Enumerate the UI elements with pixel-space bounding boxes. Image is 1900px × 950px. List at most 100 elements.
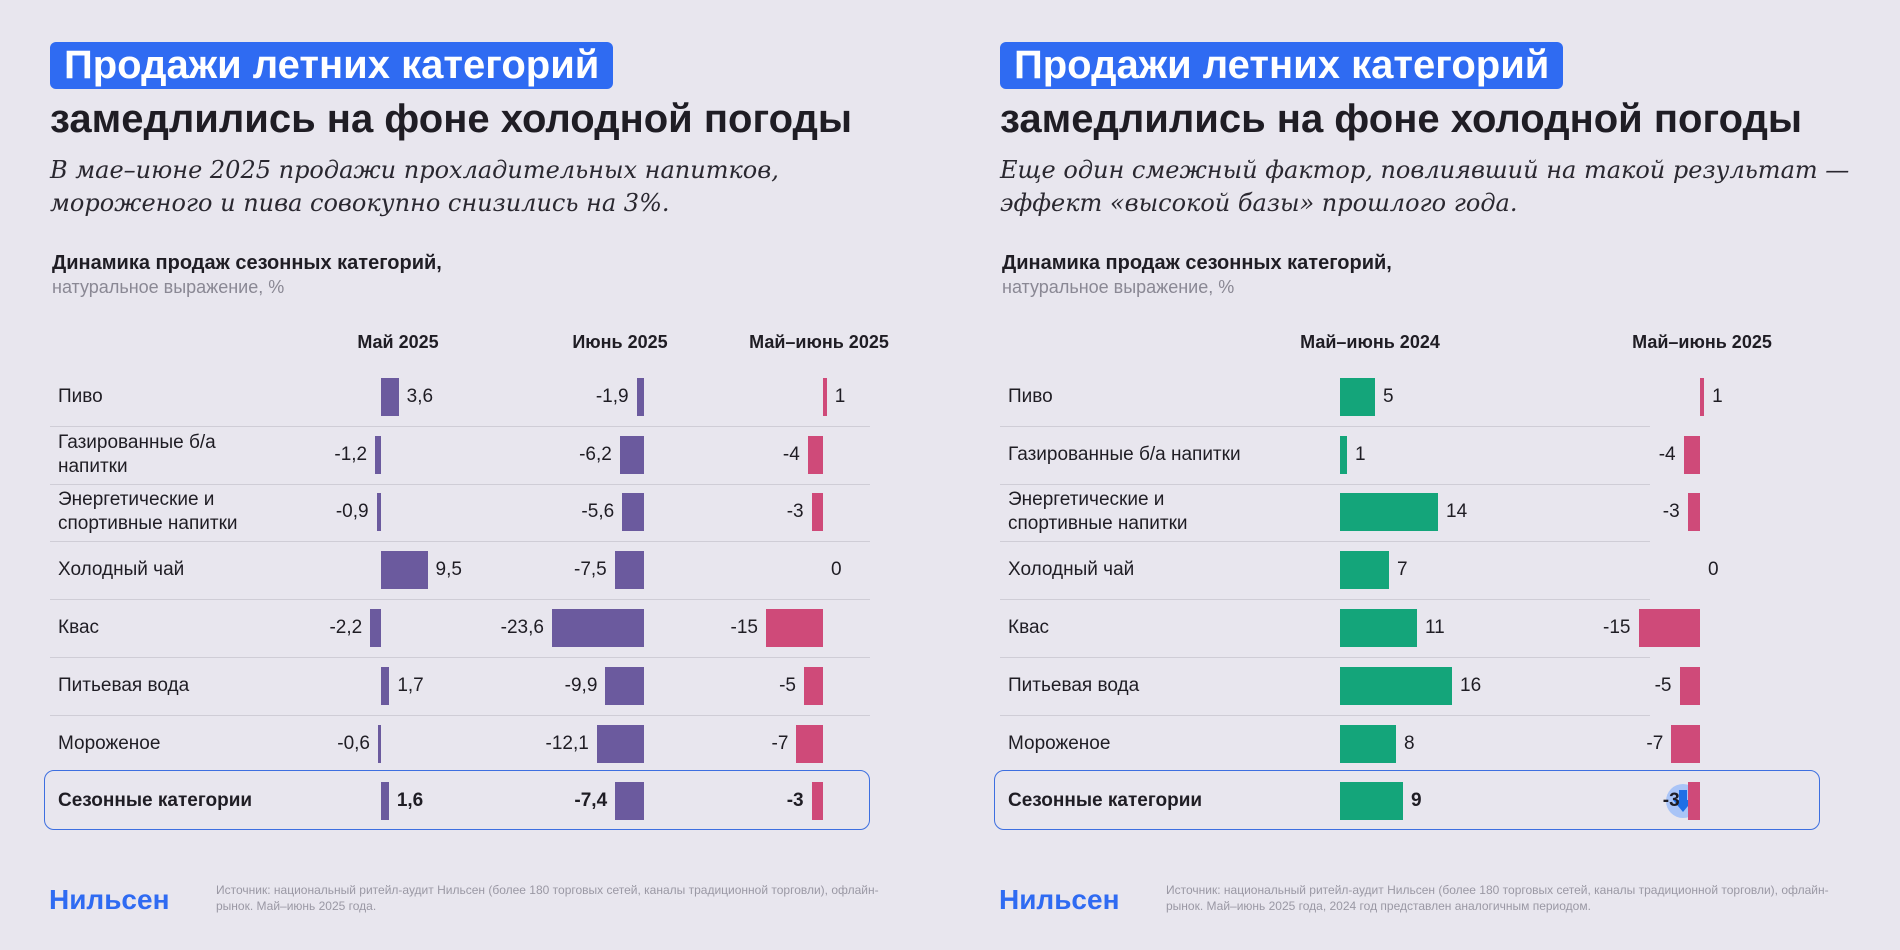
- source-note: Источник: национальный ритейл-аудит Ниль…: [1166, 883, 1829, 913]
- bar-y2025: [1687, 493, 1700, 531]
- data-label: -3: [786, 790, 804, 811]
- bar-y2024: [1340, 609, 1417, 647]
- bar-may: [370, 609, 381, 647]
- data-label: -9,9: [564, 675, 598, 696]
- bar-y2025: [1679, 667, 1700, 705]
- data-label: -3: [786, 501, 804, 522]
- data-label: -5,6: [581, 501, 615, 522]
- source-note: Источник: национальный ритейл-аудит Ниль…: [216, 883, 879, 913]
- column-header: Май–июнь 2024: [1300, 332, 1440, 352]
- data-label: -0,9: [335, 501, 369, 522]
- bar-y2025: [1700, 378, 1705, 416]
- data-label: -5: [1654, 675, 1672, 696]
- data-label: -4: [1658, 444, 1676, 465]
- chart-subtitle: натуральное выражение, %: [1002, 277, 1235, 297]
- bar-may: [381, 378, 399, 416]
- row-separator: [50, 715, 870, 716]
- bar-y2024: [1340, 782, 1403, 820]
- bar-y2024: [1340, 493, 1438, 531]
- data-label: 1,7: [397, 675, 424, 696]
- column-header: Май–июнь 2025: [1632, 332, 1772, 352]
- data-label: 5: [1383, 386, 1394, 407]
- title-highlight: Продажи летних категорий: [50, 42, 614, 89]
- data-label: 11: [1425, 617, 1445, 638]
- bar-y2025: [1671, 725, 1700, 763]
- column-header: Июнь 2025: [572, 332, 668, 352]
- data-label: 0: [1708, 559, 1719, 580]
- bar-y2024: [1340, 378, 1375, 416]
- bar-y2024: [1340, 436, 1347, 474]
- row-label: Пиво: [1008, 386, 1053, 407]
- title-highlight: Продажи летних категорий: [1000, 42, 1564, 89]
- data-label: -0,6: [337, 733, 370, 754]
- data-label: -3: [1662, 501, 1680, 522]
- row-separator: [50, 657, 870, 658]
- data-label: 0: [831, 559, 842, 580]
- data-label: 1: [1355, 444, 1366, 465]
- nielsen-logo: Нильсен: [999, 884, 1120, 915]
- data-label: -4: [782, 444, 800, 465]
- row-separator: [50, 599, 870, 600]
- data-label: 9,5: [435, 559, 462, 580]
- row-label: Квас: [58, 617, 100, 638]
- bar-may: [375, 436, 381, 474]
- row-separator: [1000, 541, 1650, 542]
- data-label: -2,2: [329, 617, 363, 638]
- row-separator: [1000, 426, 1650, 427]
- subtitle: В мае–июне 2025 продажи прохладительных …: [50, 156, 779, 217]
- row-label: Газированные б/а напитки: [1008, 444, 1241, 465]
- data-label: -7,4: [574, 790, 608, 811]
- data-label: -23,6: [500, 617, 544, 638]
- row-label: Газированные б/а напитки: [58, 432, 216, 477]
- bar-june: [622, 493, 644, 531]
- column-header: Май 2025: [357, 332, 439, 352]
- bar-mayjune: [811, 493, 823, 531]
- data-label: -15: [1603, 617, 1631, 638]
- data-label: 1: [1712, 386, 1723, 407]
- subtitle: Еще один смежный фактор, повлиявший на т…: [1000, 156, 1850, 217]
- row-label: Питьевая вода: [1008, 675, 1140, 696]
- bar-june: [636, 378, 644, 416]
- data-label: 16: [1460, 675, 1482, 696]
- bar-june: [614, 551, 644, 589]
- row-label: Холодный чай: [1008, 559, 1135, 580]
- row-label: Энергетические и спортивные напитки: [58, 489, 238, 534]
- row-label: Энергетические и спортивные напитки: [1008, 489, 1188, 534]
- bar-mayjune: [811, 782, 823, 820]
- chart-title: Динамика продаж сезонных категорий,: [52, 252, 442, 274]
- bar-y2024: [1340, 551, 1389, 589]
- nielsen-logo: Нильсен: [49, 884, 170, 915]
- title-line-2: замедлились на фоне холодной погоды: [1000, 97, 1803, 141]
- bar-june: [615, 782, 644, 820]
- bar-june: [551, 609, 644, 647]
- data-label: -7,5: [574, 559, 607, 580]
- bar-y2024: [1340, 725, 1396, 763]
- bar-y2025: [1687, 782, 1700, 820]
- data-label: -3: [1662, 790, 1680, 811]
- row-separator: [50, 541, 870, 542]
- left-panel: Продажи летних категорий замедлились на …: [44, 42, 889, 915]
- row-separator: [1000, 715, 1650, 716]
- bar-y2025: [1638, 609, 1700, 647]
- total-row-label: Сезонные категории: [58, 790, 253, 811]
- data-label: -1,9: [595, 386, 629, 407]
- bar-y2025: [1683, 436, 1700, 474]
- data-label: 3,6: [406, 386, 434, 407]
- bar-y2024: [1340, 667, 1452, 705]
- row-separator: [50, 426, 870, 427]
- bar-may: [381, 551, 428, 589]
- bar-june: [605, 667, 644, 705]
- bar-mayjune: [823, 378, 827, 416]
- bar-mayjune: [796, 725, 823, 763]
- data-label: -7: [1646, 733, 1664, 754]
- row-label: Квас: [1008, 617, 1050, 638]
- bar-june: [619, 436, 644, 474]
- row-label: Мороженое: [1008, 733, 1111, 754]
- data-label: -12,1: [545, 733, 589, 754]
- chart-subtitle: натуральное выражение, %: [52, 277, 285, 297]
- column-header: Май–июнь 2025: [749, 332, 889, 352]
- data-label: 8: [1404, 733, 1415, 754]
- bar-may: [376, 493, 381, 531]
- row-label: Питьевая вода: [58, 675, 190, 696]
- data-label: 1: [834, 386, 846, 407]
